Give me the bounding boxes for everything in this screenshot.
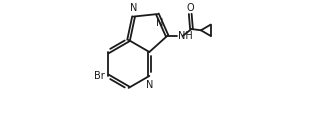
Text: N: N [130, 3, 137, 13]
Text: N: N [156, 18, 163, 28]
Text: Br: Br [94, 71, 105, 81]
Text: N: N [146, 80, 154, 90]
Text: O: O [186, 3, 194, 13]
Text: NH: NH [178, 31, 193, 41]
